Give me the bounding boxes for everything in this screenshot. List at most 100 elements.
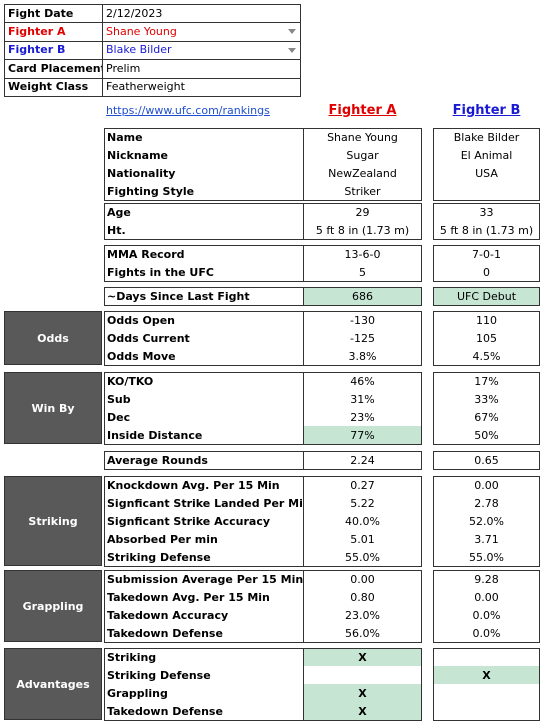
fighter-b-value: 2.78 <box>474 496 499 510</box>
fighter-a-value: X <box>303 684 422 702</box>
fighter-b-value: 0.0% <box>472 608 501 622</box>
fighter-a-value: 23.0% <box>345 608 380 622</box>
fighter-b-value: 50% <box>474 428 499 442</box>
header-label: Fighter B <box>8 43 66 57</box>
section-border <box>104 311 422 366</box>
fighter-a-value: 2.24 <box>350 453 375 467</box>
fighter-a-value: -125 <box>350 331 375 345</box>
row-label: Grappling <box>107 686 168 700</box>
header-label: Card Placement <box>8 61 102 75</box>
fighter-b-value: 0 <box>483 265 490 279</box>
header-value: Prelim <box>106 61 141 75</box>
column-divider <box>303 476 304 567</box>
section-border <box>104 372 422 445</box>
section-border <box>433 128 540 201</box>
fighter-b-value: 52.0% <box>469 514 504 528</box>
row-label: Fighting Style <box>107 184 195 198</box>
fighter-a-value: 13-6-0 <box>344 247 381 261</box>
fighter-a-value: 55.0% <box>345 550 380 564</box>
header-value: 2/12/2023 <box>106 6 163 20</box>
header-cell-border <box>102 77 301 97</box>
row-label: Ht. <box>107 223 126 237</box>
row-label: Striking Defense <box>107 550 211 564</box>
row-label: Fights in the UFC <box>107 265 214 279</box>
fighter-b-value: 67% <box>474 410 499 424</box>
dropdown-arrow <box>288 47 296 53</box>
fighter-b-value: 33% <box>474 392 499 406</box>
column-divider <box>303 203 304 240</box>
group-label: Grappling <box>4 570 102 642</box>
section-border <box>104 245 422 282</box>
column-divider <box>303 372 304 445</box>
column-divider <box>303 311 304 366</box>
fighter-a-value: 3.8% <box>348 349 377 363</box>
fighter-a-value: 0.00 <box>350 572 375 586</box>
fighter-a-value: 5 <box>359 265 366 279</box>
fighter-b-value: 55.0% <box>469 550 504 564</box>
section-border <box>433 570 540 643</box>
fighter-a-value: 23% <box>350 410 375 424</box>
column-divider <box>303 245 304 282</box>
section-border <box>433 245 540 282</box>
fighter-a-value: 29 <box>355 205 370 219</box>
dropdown-arrow <box>288 29 296 35</box>
fighter-b-value: 9.28 <box>474 572 499 586</box>
fighter-a-value: 77% <box>303 426 422 444</box>
row-label: Age <box>107 205 131 219</box>
fighter-a-value: 40.0% <box>345 514 380 528</box>
column-divider <box>303 128 304 201</box>
fighter-b-value: 33 <box>479 205 494 219</box>
column-divider <box>303 287 304 306</box>
section-border <box>104 570 422 643</box>
fighter-a-value: X <box>303 702 422 720</box>
fighter-a-value: X <box>303 648 422 666</box>
row-label: Sub <box>107 392 131 406</box>
group-label: Win By <box>4 372 102 444</box>
fighter-a-value: -130 <box>350 313 375 327</box>
row-label: Striking Defense <box>107 668 211 682</box>
fighter-b-value: X <box>433 666 540 684</box>
row-label: Submission Average Per 15 Min <box>107 572 303 586</box>
fighter-a-heading: Fighter A <box>328 102 397 118</box>
row-label: Name <box>107 130 143 144</box>
fighter-a-value: Striker <box>344 184 381 198</box>
fighter-b-value: 0.0% <box>472 626 501 640</box>
fighter-b-heading: Fighter B <box>452 102 521 118</box>
fighter-b-value: 3.71 <box>474 532 499 546</box>
row-label: Takedown Defense <box>107 626 223 640</box>
row-label: Takedown Accuracy <box>107 608 229 622</box>
fighter-a-value: 5.22 <box>350 496 375 510</box>
section-border <box>433 451 540 470</box>
row-label: Takedown Defense <box>107 704 223 718</box>
row-label: KO/TKO <box>107 374 154 388</box>
fighter-b-value: 0.65 <box>474 453 499 467</box>
fighter-b-value: 0.00 <box>474 478 499 492</box>
header-label: Weight Class <box>8 80 89 94</box>
fighter-a-value: 0.80 <box>350 590 375 604</box>
fighter-a-value: Sugar <box>346 148 379 162</box>
fighter-b-value: El Animal <box>460 148 513 162</box>
row-label: Takedown Avg. Per 15 Min <box>107 590 270 604</box>
rankings-link[interactable]: https://www.ufc.com/rankings <box>106 103 270 117</box>
fighter-a-value: 0.27 <box>350 478 375 492</box>
section-border <box>104 451 422 470</box>
row-label: Nationality <box>107 166 176 180</box>
column-divider <box>303 648 304 721</box>
row-label: Dec <box>107 410 131 424</box>
section-border <box>104 287 422 306</box>
fighter-a-value: 46% <box>350 374 375 388</box>
section-border <box>433 372 540 445</box>
row-label: Inside Distance <box>107 428 203 442</box>
row-label: ~Days Since Last Fight <box>107 289 250 303</box>
section-border <box>104 203 422 240</box>
fighter-b-value: 110 <box>476 313 497 327</box>
section-border <box>104 648 422 721</box>
group-label: Odds <box>4 311 102 365</box>
fighter-b-value: 105 <box>476 331 497 345</box>
section-border <box>433 287 540 306</box>
header-label: Fighter A <box>8 25 66 39</box>
section-border <box>433 648 540 721</box>
row-label: Odds Open <box>107 313 175 327</box>
row-label: Striking <box>107 650 157 664</box>
